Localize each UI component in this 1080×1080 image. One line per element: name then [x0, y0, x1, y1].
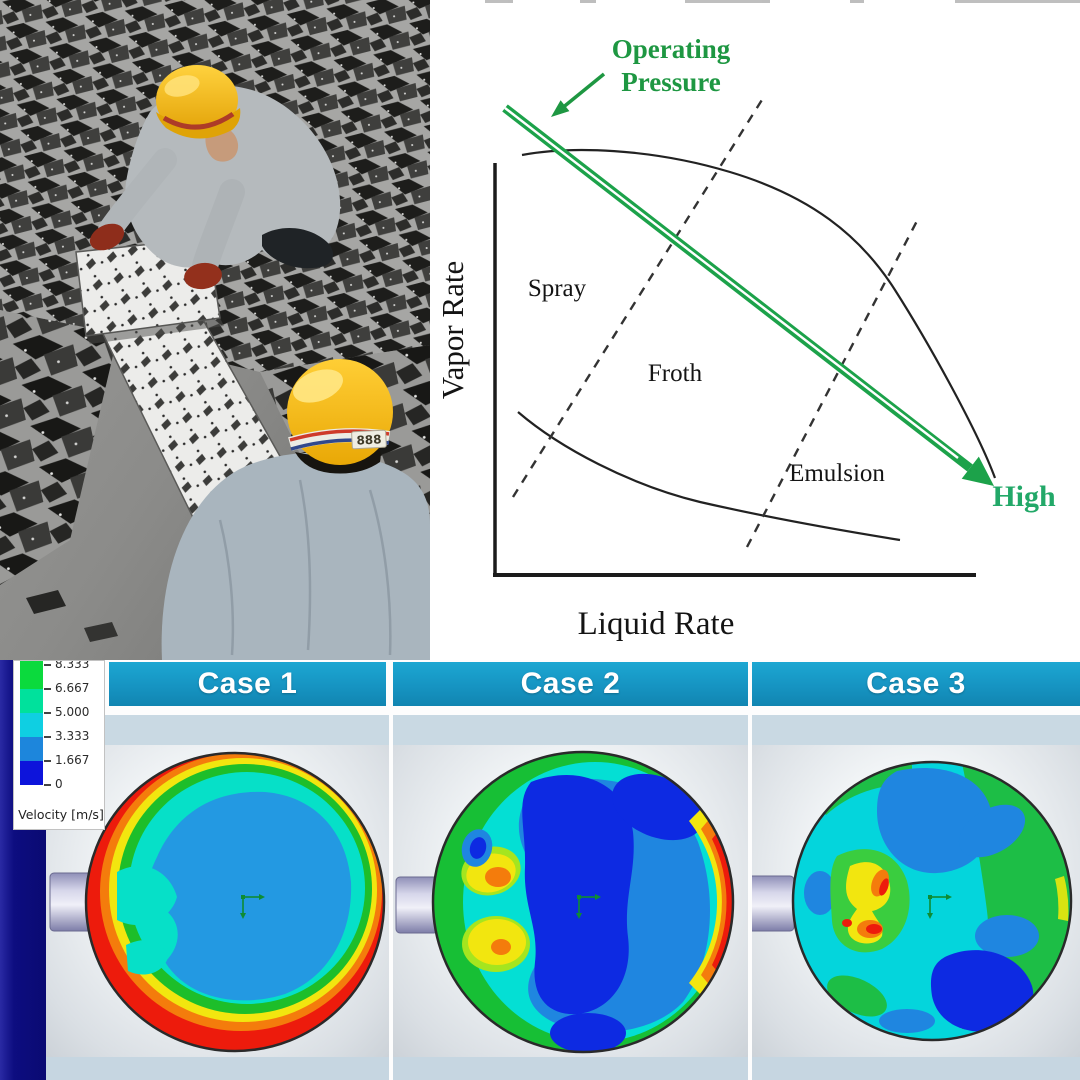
high-label: High [992, 480, 1056, 513]
worker-1-boot [262, 227, 334, 269]
row-strip-3 [752, 715, 1080, 745]
case-2-contour [395, 750, 735, 1054]
operating-pressure-line [502, 104, 994, 486]
case-1-velocity-field [86, 753, 384, 1051]
upper-capacity-curve [521, 148, 997, 479]
vapor-liquid-regime-diagram: Operating Pressure High Spray Froth Emul… [430, 0, 1080, 660]
legend-value: 6.667 [55, 681, 90, 695]
legend-value: 1.667 [55, 753, 90, 767]
case-2-title: Case 2 [520, 667, 621, 700]
case-1-outline [84, 751, 386, 1053]
row-strip-2 [393, 715, 748, 745]
legend-tick [44, 784, 51, 786]
legend-unit-label: Velocity [m/s] [18, 807, 104, 822]
row-strip-1 [105, 715, 389, 745]
froth-emulsion-boundary-dashed [745, 218, 920, 548]
photo-illustration: 888 [0, 0, 430, 660]
helmet-highlight-2 [293, 369, 343, 403]
region-label-spray: Spray [528, 275, 587, 302]
case-3-outline [791, 760, 1073, 1042]
case-1-header: Case 1 [109, 662, 386, 706]
inlet-pipe-2 [395, 876, 439, 934]
worker-1-glove-left [89, 223, 125, 251]
worker-1-right-arm [192, 179, 245, 279]
spray-froth-boundary-dashed [511, 94, 767, 498]
strip-shadow [86, 318, 224, 344]
pressure-label-line2: Pressure [621, 67, 720, 97]
region-label-emulsion: Emulsion [789, 460, 885, 487]
worker-1 [89, 65, 341, 290]
case-2-contour-panel [393, 745, 748, 1057]
axis-triad-icon [927, 894, 952, 919]
case-2-outline [431, 750, 735, 1054]
legend-tick [44, 736, 51, 738]
case-2-header: Case 2 [393, 662, 748, 706]
case-1-contour [49, 751, 386, 1053]
cropped-top-artifacts [485, 0, 1080, 3]
legend-tick [44, 664, 51, 666]
case-1-title: Case 1 [197, 667, 298, 700]
x-axis-label: Liquid Rate [578, 606, 735, 642]
lower-capacity-curve [517, 411, 901, 542]
legend-tick [44, 688, 51, 690]
worker-2-jacket [161, 452, 430, 660]
pressure-annotation-arrow [551, 72, 606, 117]
axis-triad-icon [240, 894, 265, 919]
legend-color-segment [20, 761, 43, 785]
helmet-badge-number: 888 [356, 432, 382, 447]
bottom-strip-3 [752, 1057, 1080, 1080]
legend-color-segment [20, 737, 43, 761]
velocity-legend: 8.333 6.667 5.000 3.333 1.667 0 Velocity… [13, 660, 105, 830]
worker-1-helmet-brim [156, 108, 241, 139]
pressure-label-line1: Operating [612, 34, 731, 64]
cfd-results-panel: 8.333 6.667 5.000 3.333 1.667 0 Velocity… [0, 660, 1080, 1080]
legend-color-segment [20, 689, 43, 713]
legend-value: 0 [55, 777, 63, 791]
loose-packing-piece [26, 590, 66, 614]
helmet-badge: 888 [351, 429, 387, 450]
worker-1-helmet-band [162, 111, 235, 130]
legend-value: 8.333 [55, 660, 90, 671]
legend-value: 3.333 [55, 729, 90, 743]
jacket-folds [218, 479, 392, 656]
y-axis-label: Vapor Rate [435, 261, 470, 400]
helmet-highlight [164, 75, 200, 97]
case-3-contour [741, 760, 1073, 1042]
case-3-velocity-field [793, 762, 1071, 1040]
worker-2: 888 [161, 359, 430, 660]
regime-diagram-svg: Operating Pressure High Spray Froth Emul… [435, 0, 1080, 642]
legend-tick [44, 760, 51, 762]
region-label-froth: Froth [648, 360, 703, 387]
case-3-title: Case 3 [866, 667, 966, 700]
legend-value: 5.000 [55, 705, 90, 719]
legend-tick [44, 712, 51, 714]
loose-packing-piece-2 [84, 622, 118, 642]
bottom-strip-2 [393, 1057, 748, 1080]
case-3-contour-panel [741, 745, 1080, 1057]
case-3-header: Case 3 [752, 662, 1080, 706]
inlet-pipe-3 [741, 875, 795, 932]
bottom-strip-1 [46, 1057, 389, 1080]
operating-pressure-arrowhead [961, 456, 994, 486]
worker-1-glove-right [184, 262, 222, 290]
legend-color-segment [20, 661, 43, 689]
axis-triad-icon [576, 894, 601, 919]
packing-installation-photo: 888 [0, 0, 430, 660]
packing-field-left [0, 310, 118, 585]
legend-color-segment [20, 713, 43, 737]
